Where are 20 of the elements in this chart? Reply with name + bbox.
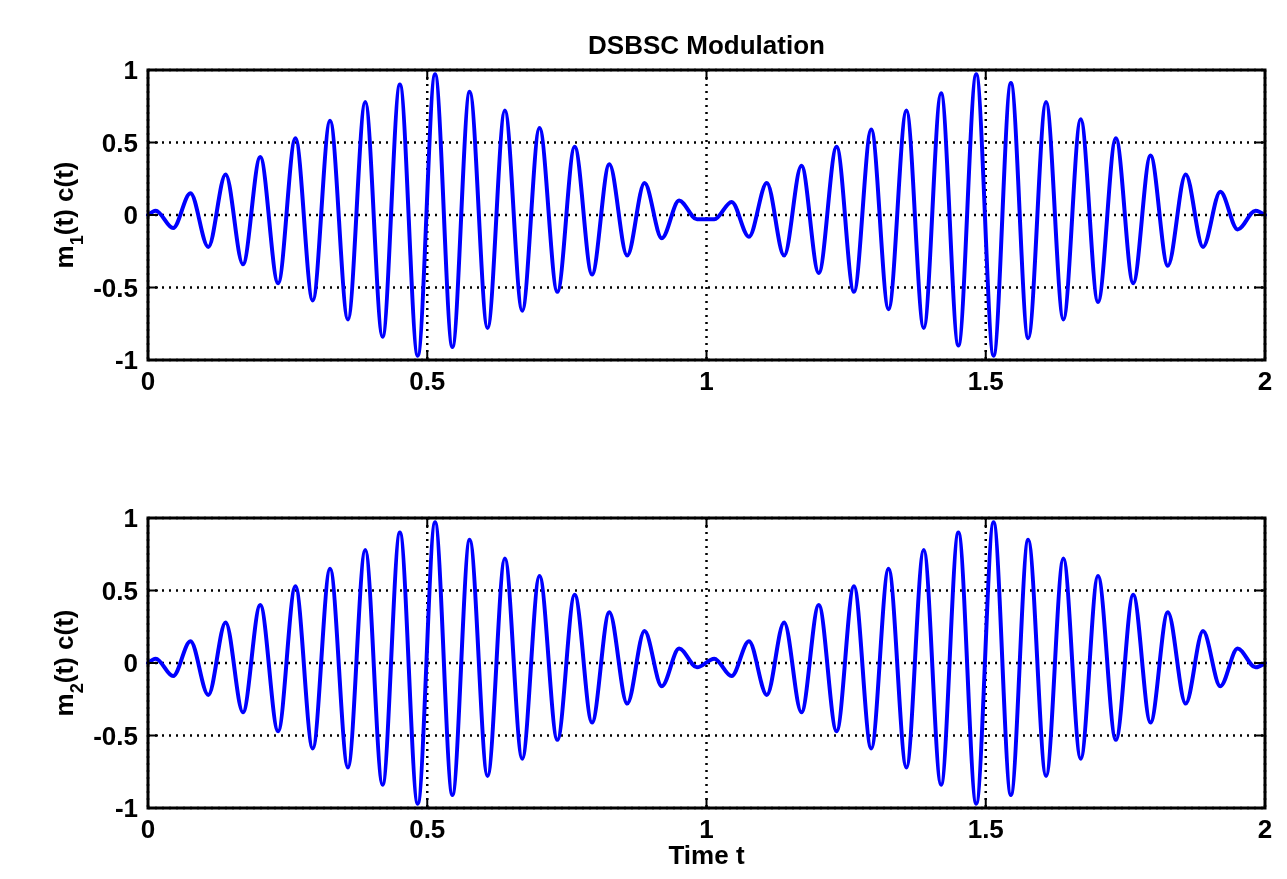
x-tick-label: 0.5: [409, 814, 446, 844]
x-tick-label: 1.5: [967, 366, 1004, 396]
y-tick-label: 0: [123, 648, 138, 679]
chart-title: DSBSC Modulation: [588, 30, 825, 60]
y-tick-label: 0.5: [101, 127, 138, 158]
y-tick-label: 1: [123, 503, 138, 534]
x-tick-label: 2: [1257, 814, 1273, 844]
x-tick-label: 2: [1257, 366, 1273, 396]
y-tick-label: -0.5: [93, 720, 138, 751]
y-tick-label: 0: [123, 200, 138, 231]
y-tick-label: 0.5: [101, 575, 138, 606]
y-tick-label: -1: [114, 345, 138, 376]
x-tick-label: 1: [699, 366, 714, 396]
line-series: [146, 72, 1267, 358]
x-tick-label: 1.5: [967, 814, 1004, 844]
line-series: [146, 520, 1267, 806]
y-tick-label: 1: [123, 55, 138, 86]
y-tick-label: -1: [114, 793, 138, 824]
x-tick-label: 0.5: [409, 366, 446, 396]
y-tick-label: -0.5: [93, 272, 138, 303]
